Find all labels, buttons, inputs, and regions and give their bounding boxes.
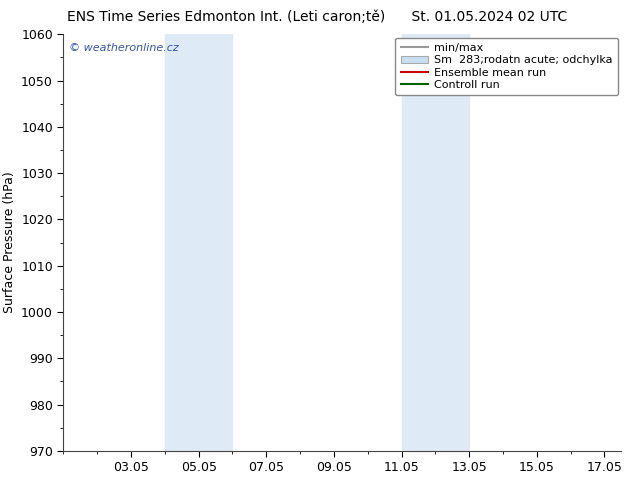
Text: ENS Time Series Edmonton Int. (Leti caron;tě)      St. 01.05.2024 02 UTC: ENS Time Series Edmonton Int. (Leti caro… (67, 10, 567, 24)
Bar (165, 34, 233, 451)
Y-axis label: Surface Pressure (hPa): Surface Pressure (hPa) (3, 172, 16, 314)
Bar (401, 34, 469, 451)
Text: © weatheronline.cz: © weatheronline.cz (69, 43, 179, 52)
Legend: min/max, Sm  283;rodatn acute; odchylka, Ensemble mean run, Controll run: min/max, Sm 283;rodatn acute; odchylka, … (395, 38, 618, 96)
